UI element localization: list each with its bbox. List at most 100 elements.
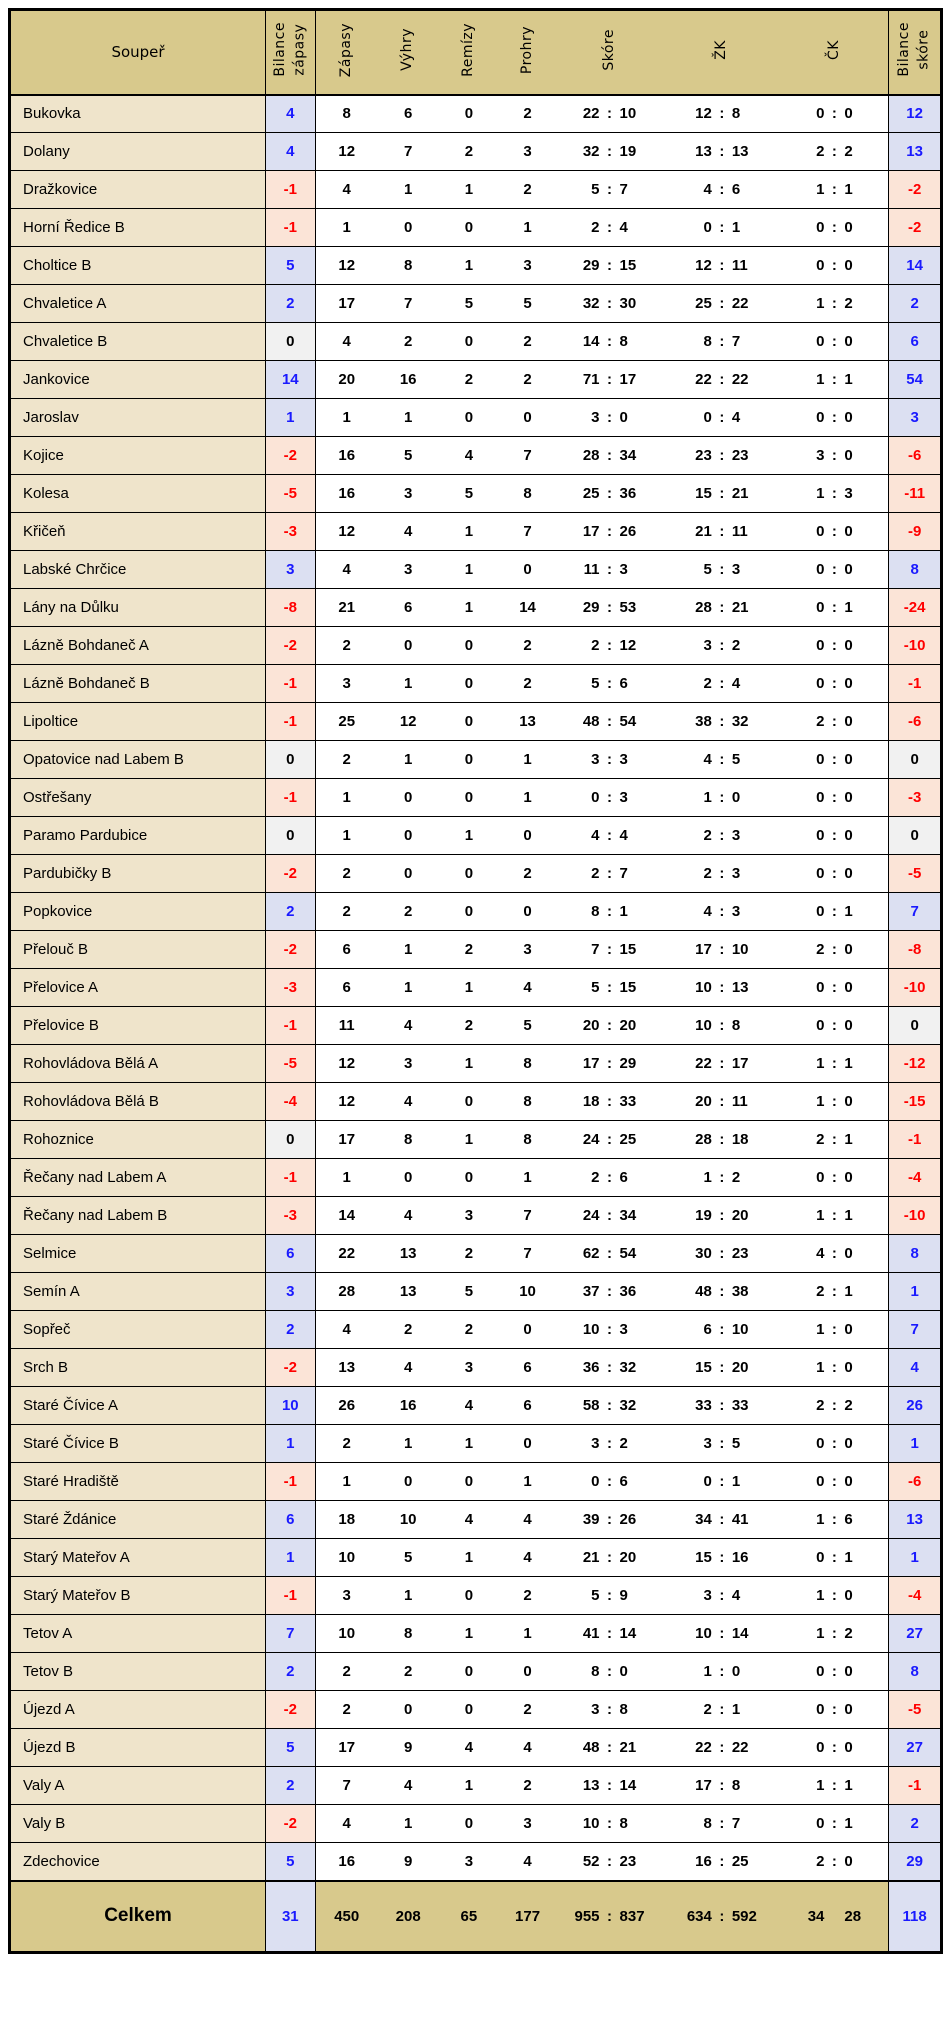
yellow-cards-cell-value: 10:14 xyxy=(663,1625,780,1642)
opponent-cell: Pardubičky B xyxy=(9,854,266,893)
red-cards-cell-right: 0 xyxy=(844,523,853,540)
losses-cell: 6 xyxy=(499,1348,556,1387)
yellow-cards-cell: 3:2 xyxy=(663,626,781,665)
yellow-cards-cell: 10:8 xyxy=(663,1006,781,1045)
total-row: Celkem 31 450 208 65 177 955:837 634:592 34 28 118 xyxy=(9,1880,942,1953)
score-cell: 48:21 xyxy=(555,1728,664,1767)
draws-cell: 0 xyxy=(438,1082,500,1121)
yellow-cards-cell-value: 22:22 xyxy=(663,371,780,388)
red-cards-cell-value: 0:0 xyxy=(781,257,889,274)
opponent-cell: Přelouč B xyxy=(9,930,266,969)
yellow-cards-cell-left: 3 xyxy=(703,1587,712,1604)
balance-matches-cell: 2 xyxy=(265,284,316,323)
opponent-cell: Řečany nad Labem A xyxy=(9,1158,266,1197)
yellow-cards-cell-value: 2:3 xyxy=(663,827,780,844)
table-row: Starý Mateřov A 1 10 5 1 4 21:20 15:16 0:1 1 xyxy=(9,1538,942,1577)
matches-cell: 10 xyxy=(315,1614,378,1653)
total-score-cell-right: 837 xyxy=(619,1907,645,1925)
total-yellow-cards-cell-left: 634 xyxy=(686,1907,712,1925)
losses-cell: 1 xyxy=(499,208,556,247)
yellow-cards-cell-right: 3 xyxy=(731,903,741,920)
yellow-cards-cell: 4:5 xyxy=(663,740,781,779)
balance-matches-cell: -2 xyxy=(265,1804,316,1843)
table-header: Soupeř Bilance zápasy Zápasy Výhry Remíz… xyxy=(9,9,942,95)
yellow-cards-cell-right: 23 xyxy=(731,1245,749,1262)
score-cell-separator: : xyxy=(607,523,613,540)
balance-matches-cell: -8 xyxy=(265,588,316,627)
score-cell: 7:15 xyxy=(555,930,664,969)
yellow-cards-cell-separator: : xyxy=(719,371,725,388)
yellow-cards-cell-value: 3:4 xyxy=(663,1587,780,1604)
total-draws-cell: 65 xyxy=(438,1880,500,1953)
opponent-cell: Paramo Pardubice xyxy=(9,816,266,855)
red-cards-cell-value: 1:1 xyxy=(781,181,889,198)
score-cell-value: 48:54 xyxy=(556,713,663,730)
score-cell-right: 0 xyxy=(619,1663,628,1680)
score-cell: 3:2 xyxy=(555,1424,664,1463)
balance-score-cell: -1 xyxy=(888,1766,942,1805)
matches-cell: 16 xyxy=(315,474,378,513)
wins-cell: 1 xyxy=(377,170,439,209)
balance-matches-cell: 1 xyxy=(265,1538,316,1577)
score-cell-separator: : xyxy=(607,1169,613,1186)
score-cell-right: 21 xyxy=(619,1739,637,1756)
yellow-cards-cell-separator: : xyxy=(719,1625,725,1642)
losses-cell: 2 xyxy=(499,322,556,361)
matches-cell: 14 xyxy=(315,1196,378,1235)
red-cards-cell: 2:0 xyxy=(780,930,889,969)
yellow-cards-cell: 15:21 xyxy=(663,474,781,513)
draws-cell: 2 xyxy=(438,132,500,171)
red-cards-cell-separator: : xyxy=(831,1473,837,1490)
column-header-balance-matches-label: Bilance zápasy xyxy=(271,22,308,78)
yellow-cards-cell-separator: : xyxy=(719,751,725,768)
score-cell-right: 8 xyxy=(619,333,628,350)
score-cell-separator: : xyxy=(607,1625,613,1642)
red-cards-cell-value: 0:0 xyxy=(781,675,889,692)
yellow-cards-cell-right: 14 xyxy=(731,1625,749,1642)
balance-score-cell: 2 xyxy=(888,1804,942,1843)
opponent-cell: Starý Mateřov A xyxy=(9,1538,266,1577)
score-cell-value: 7:15 xyxy=(556,941,663,958)
yellow-cards-cell-right: 38 xyxy=(731,1283,749,1300)
balance-score-cell: 0 xyxy=(888,816,942,855)
red-cards-cell-right: 0 xyxy=(844,333,853,350)
yellow-cards-cell-right: 4 xyxy=(731,675,741,692)
yellow-cards-cell-separator: : xyxy=(719,1093,725,1110)
score-cell: 0:3 xyxy=(555,778,664,817)
draws-cell: 3 xyxy=(438,1348,500,1387)
yellow-cards-cell-value: 16:25 xyxy=(663,1853,780,1870)
column-header-matches-label: Zápasy xyxy=(337,22,354,77)
yellow-cards-cell: 17:10 xyxy=(663,930,781,969)
yellow-cards-cell-value: 20:11 xyxy=(663,1093,780,1110)
yellow-cards-cell-left: 17 xyxy=(695,1777,712,1794)
score-cell-right: 3 xyxy=(619,1321,628,1338)
losses-cell: 3 xyxy=(499,246,556,285)
total-matches-cell: 450 xyxy=(315,1880,378,1953)
red-cards-cell-right: 1 xyxy=(844,1207,853,1224)
score-cell: 5:9 xyxy=(555,1576,664,1615)
draws-cell: 0 xyxy=(438,626,500,665)
red-cards-cell: 1:0 xyxy=(780,1082,889,1121)
balance-matches-cell: 14 xyxy=(265,360,316,399)
yellow-cards-cell-right: 41 xyxy=(731,1511,749,1528)
score-cell-separator: : xyxy=(607,105,613,123)
draws-cell: 4 xyxy=(438,1386,500,1425)
yellow-cards-cell-separator: : xyxy=(719,979,725,996)
red-cards-cell: 2:0 xyxy=(780,1842,889,1881)
score-cell-value: 2:4 xyxy=(556,219,663,236)
yellow-cards-cell: 2:1 xyxy=(663,1690,781,1729)
balance-score-cell: -1 xyxy=(888,1120,942,1159)
score-cell: 17:26 xyxy=(555,512,664,551)
yellow-cards-cell-left: 21 xyxy=(695,523,712,540)
wins-cell: 4 xyxy=(377,1082,439,1121)
score-cell-left: 18 xyxy=(582,1093,600,1110)
table-row: Újezd B 5 17 9 4 4 48:21 22:22 0:0 27 xyxy=(9,1728,942,1767)
yellow-cards-cell-separator: : xyxy=(719,1055,725,1072)
yellow-cards-cell-value: 28:21 xyxy=(663,599,780,616)
red-cards-cell-separator: : xyxy=(831,485,837,502)
red-cards-cell-right: 0 xyxy=(844,1017,853,1034)
red-cards-cell-left: 0 xyxy=(816,865,825,882)
column-header-losses: Prohry xyxy=(499,9,556,95)
yellow-cards-cell-right: 3 xyxy=(731,561,741,578)
red-cards-cell-left: 1 xyxy=(816,485,825,502)
